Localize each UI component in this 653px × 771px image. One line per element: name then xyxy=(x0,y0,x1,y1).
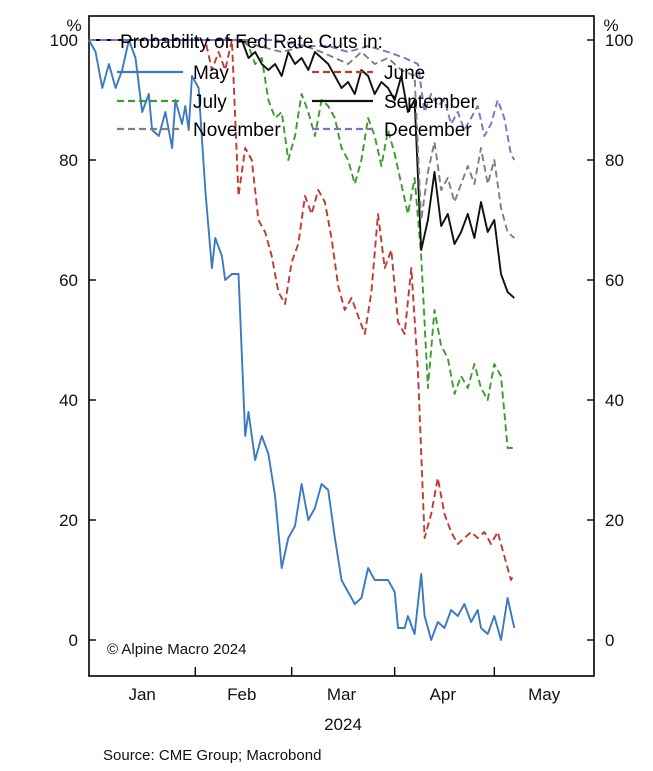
copyright-label: © Alpine Macro 2024 xyxy=(107,641,246,658)
x-tick-label: May xyxy=(528,685,561,704)
series-line-september xyxy=(89,39,515,299)
y-unit-left: % xyxy=(66,16,81,35)
series-line-december xyxy=(89,39,516,161)
source-note: Source: CME Group; Macrobond xyxy=(103,747,321,764)
y-tick-label-left: 0 xyxy=(69,631,78,650)
y-tick-label-left: 20 xyxy=(59,511,78,530)
y-tick-label-right: 20 xyxy=(605,511,624,530)
x-tick-label: Feb xyxy=(227,685,256,704)
legend-label-december: December xyxy=(384,120,472,141)
x-tick-label: Mar xyxy=(327,685,357,704)
legend-label-november: November xyxy=(193,120,281,141)
series-line-may xyxy=(88,39,516,641)
x-tick-label: Jan xyxy=(128,685,155,704)
y-tick-label-right: 60 xyxy=(605,271,624,290)
y-tick-label-right: 40 xyxy=(605,391,624,410)
legend-label-may: May xyxy=(193,63,229,84)
series-line-november xyxy=(89,39,515,239)
series-line-july xyxy=(89,39,515,449)
y-tick-label-right: 0 xyxy=(605,631,614,650)
y-tick-label-left: 40 xyxy=(59,391,78,410)
x-tick-label: Apr xyxy=(430,685,457,704)
x-axis-label: 2024 xyxy=(324,715,362,734)
series-line-june xyxy=(89,39,516,581)
legend-label-september: September xyxy=(384,92,478,113)
legend-title: Probability of Fed Rate Cuts in: xyxy=(120,32,383,53)
legend-label-june: June xyxy=(384,63,425,84)
y-unit-right: % xyxy=(603,16,618,35)
plot-frame xyxy=(88,15,595,677)
y-tick-label-left: 100 xyxy=(50,31,78,50)
y-tick-label-right: 100 xyxy=(605,31,633,50)
y-tick-label-left: 60 xyxy=(59,271,78,290)
legend-label-july: July xyxy=(193,92,227,113)
y-tick-label-left: 80 xyxy=(59,151,78,170)
y-tick-label-right: 80 xyxy=(605,151,624,170)
